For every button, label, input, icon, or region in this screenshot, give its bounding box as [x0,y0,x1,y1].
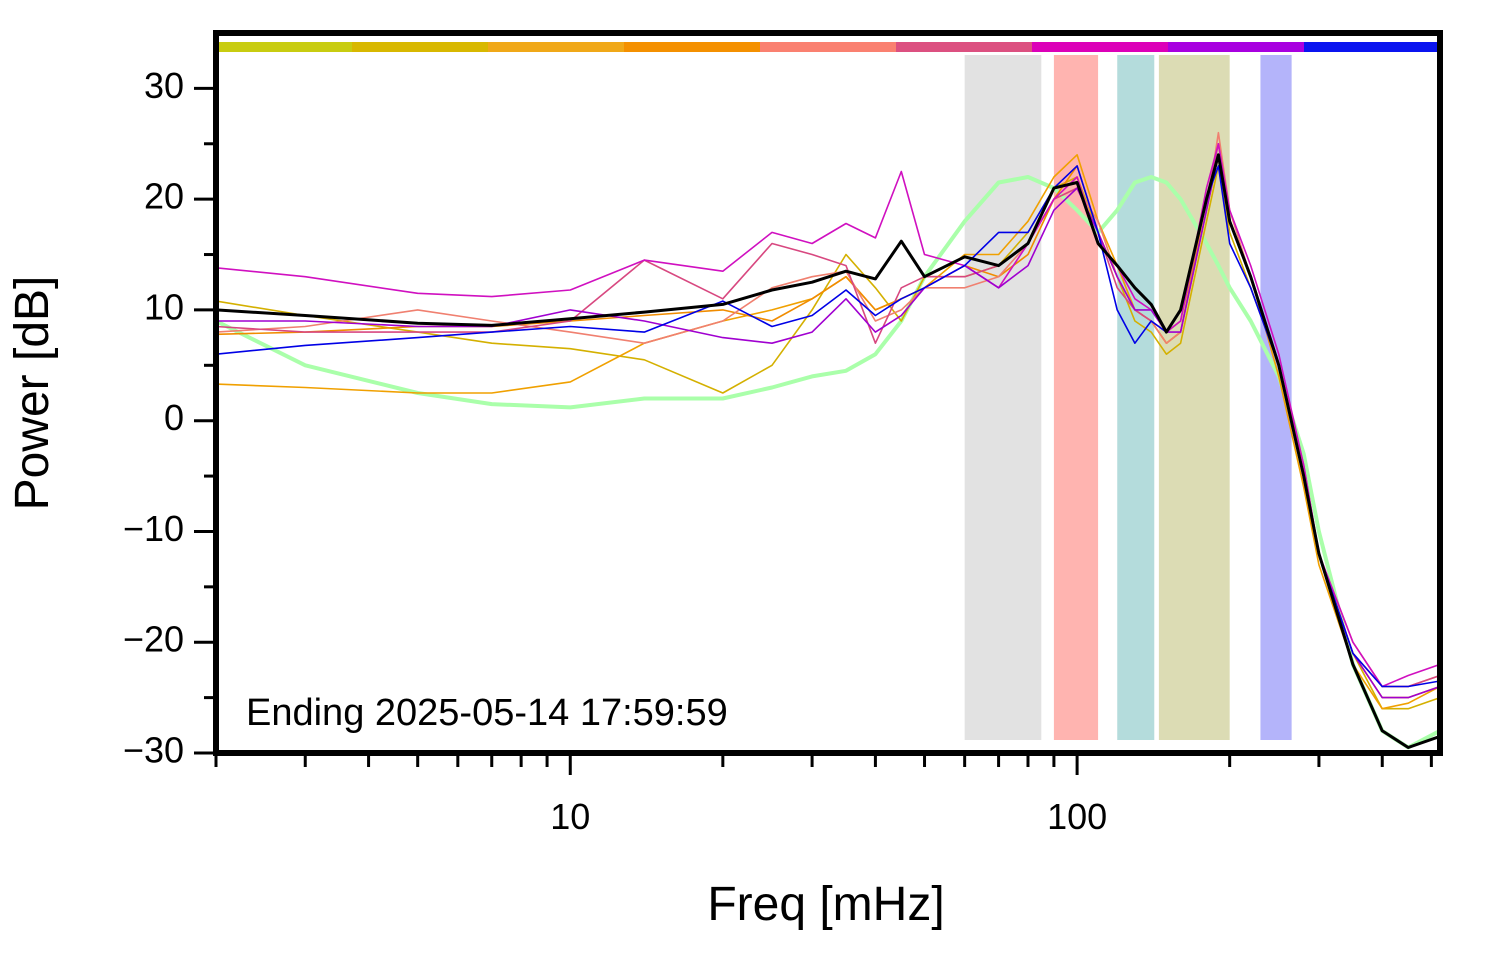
y-tick-label: 10 [144,286,184,327]
colorbar-segment [1304,42,1441,52]
colorbar [216,42,1441,52]
y-tick-label: 30 [144,65,184,106]
colorbar-segment [352,42,489,52]
colorbar-segment [760,42,897,52]
y-tick-label: 0 [164,397,184,438]
series-line [216,143,1440,688]
band [964,55,1042,740]
band [1053,55,1099,740]
colorbar-segment [488,42,625,52]
y-tick-label: −20 [123,619,184,660]
y-tick-label: −10 [123,508,184,549]
band [1117,55,1155,740]
series-line [216,153,1440,749]
y-tick-label: −30 [123,730,184,771]
lines [216,131,1440,750]
colorbar-segment [624,42,761,52]
y-tick-label: 20 [144,176,184,217]
plot-frame [213,30,1443,756]
colorbar-segment [1168,42,1305,52]
y-axis-label: Power [dB] [6,276,59,511]
axes: −30 −20 −10 0 10 20 30 10 100 [123,65,1433,837]
x-tick-label: 10 [550,796,590,837]
x-axis-label: Freq [mHz] [707,878,944,931]
colorbar-segment [896,42,1033,52]
x-tick-label: 100 [1047,796,1107,837]
annotation: Ending 2025-05-14 17:59:59 [246,692,728,734]
colorbar-segment [216,42,353,52]
colorbar-segment [1032,42,1169,52]
